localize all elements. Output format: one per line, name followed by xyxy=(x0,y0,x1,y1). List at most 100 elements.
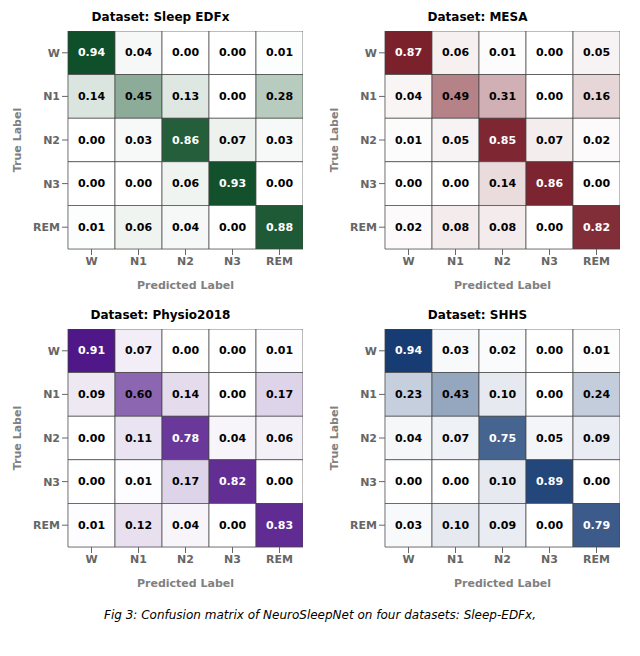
svg-text:0.17: 0.17 xyxy=(266,388,293,401)
svg-text:N1: N1 xyxy=(447,553,464,566)
svg-text:0.82: 0.82 xyxy=(219,475,246,488)
svg-text:0.10: 0.10 xyxy=(489,388,516,401)
svg-text:0.86: 0.86 xyxy=(172,134,199,147)
svg-text:0.00: 0.00 xyxy=(78,177,105,190)
svg-text:REM: REM xyxy=(350,221,377,234)
svg-text:0.04: 0.04 xyxy=(395,432,422,445)
svg-text:N2: N2 xyxy=(177,255,194,268)
svg-text:0.24: 0.24 xyxy=(583,388,610,401)
svg-text:0.11: 0.11 xyxy=(125,432,152,445)
svg-text:0.86: 0.86 xyxy=(536,177,563,190)
svg-text:0.02: 0.02 xyxy=(583,134,610,147)
svg-text:REM: REM xyxy=(33,221,60,234)
svg-text:W: W xyxy=(365,345,377,358)
svg-text:Predicted Label: Predicted Label xyxy=(454,577,551,590)
svg-text:N2: N2 xyxy=(177,553,194,566)
svg-text:0.60: 0.60 xyxy=(125,388,152,401)
svg-text:0.00: 0.00 xyxy=(395,177,422,190)
svg-text:N3: N3 xyxy=(541,255,558,268)
svg-text:0.00: 0.00 xyxy=(442,177,469,190)
svg-text:0.06: 0.06 xyxy=(125,221,152,234)
svg-text:N3: N3 xyxy=(541,553,558,566)
svg-text:0.89: 0.89 xyxy=(536,475,563,488)
svg-text:N2: N2 xyxy=(360,432,377,445)
svg-text:0.00: 0.00 xyxy=(219,344,246,357)
svg-text:0.00: 0.00 xyxy=(78,475,105,488)
svg-text:N3: N3 xyxy=(360,178,377,191)
svg-text:0.07: 0.07 xyxy=(536,134,563,147)
svg-text:0.04: 0.04 xyxy=(395,90,422,103)
svg-text:0.00: 0.00 xyxy=(536,221,563,234)
svg-text:0.14: 0.14 xyxy=(172,388,199,401)
svg-text:0.00: 0.00 xyxy=(219,221,246,234)
svg-text:N1: N1 xyxy=(360,388,377,401)
svg-text:0.12: 0.12 xyxy=(125,519,152,532)
svg-text:0.00: 0.00 xyxy=(536,344,563,357)
svg-text:0.00: 0.00 xyxy=(583,177,610,190)
svg-text:0.00: 0.00 xyxy=(172,344,199,357)
svg-text:W: W xyxy=(402,255,414,268)
svg-text:0.04: 0.04 xyxy=(172,221,199,234)
svg-text:REM: REM xyxy=(266,553,293,566)
svg-text:0.31: 0.31 xyxy=(489,90,516,103)
svg-text:0.02: 0.02 xyxy=(395,221,422,234)
svg-text:0.91: 0.91 xyxy=(78,344,105,357)
svg-text:0.43: 0.43 xyxy=(442,388,469,401)
svg-text:0.00: 0.00 xyxy=(78,432,105,445)
svg-text:0.85: 0.85 xyxy=(489,134,516,147)
svg-text:0.10: 0.10 xyxy=(442,519,469,532)
svg-text:0.00: 0.00 xyxy=(266,177,293,190)
svg-text:N1: N1 xyxy=(360,90,377,103)
svg-text:0.01: 0.01 xyxy=(125,475,152,488)
svg-text:W: W xyxy=(365,47,377,60)
svg-text:True Label: True Label xyxy=(328,108,341,172)
svg-text:0.00: 0.00 xyxy=(583,475,610,488)
svg-text:0.00: 0.00 xyxy=(395,475,422,488)
svg-text:0.45: 0.45 xyxy=(125,90,152,103)
svg-text:0.14: 0.14 xyxy=(489,177,516,190)
svg-text:0.05: 0.05 xyxy=(583,46,610,59)
svg-text:True Label: True Label xyxy=(11,108,24,172)
svg-text:0.01: 0.01 xyxy=(583,344,610,357)
svg-text:W: W xyxy=(48,345,60,358)
svg-text:REM: REM xyxy=(266,255,293,268)
svg-text:0.03: 0.03 xyxy=(442,344,469,357)
svg-text:REM: REM xyxy=(583,255,610,268)
svg-text:0.93: 0.93 xyxy=(219,177,246,190)
svg-text:0.06: 0.06 xyxy=(266,432,293,445)
svg-text:0.14: 0.14 xyxy=(78,90,105,103)
svg-text:0.09: 0.09 xyxy=(78,388,105,401)
svg-text:N3: N3 xyxy=(224,255,241,268)
svg-text:0.82: 0.82 xyxy=(583,221,610,234)
svg-text:N3: N3 xyxy=(43,476,60,489)
svg-text:0.07: 0.07 xyxy=(219,134,246,147)
svg-text:0.04: 0.04 xyxy=(219,432,246,445)
svg-text:0.00: 0.00 xyxy=(219,90,246,103)
svg-text:Predicted Label: Predicted Label xyxy=(137,279,234,292)
svg-text:N1: N1 xyxy=(447,255,464,268)
svg-text:0.08: 0.08 xyxy=(442,221,469,234)
svg-text:0.00: 0.00 xyxy=(172,46,199,59)
svg-text:0.87: 0.87 xyxy=(395,46,422,59)
svg-text:0.00: 0.00 xyxy=(78,134,105,147)
svg-text:0.00: 0.00 xyxy=(125,177,152,190)
svg-text:REM: REM xyxy=(33,519,60,532)
svg-text:0.23: 0.23 xyxy=(395,388,422,401)
svg-text:0.00: 0.00 xyxy=(536,90,563,103)
svg-text:0.03: 0.03 xyxy=(266,134,293,147)
svg-text:0.05: 0.05 xyxy=(536,432,563,445)
svg-text:W: W xyxy=(85,255,97,268)
svg-text:True Label: True Label xyxy=(328,406,341,470)
svg-text:N3: N3 xyxy=(43,178,60,191)
svg-text:N1: N1 xyxy=(130,255,147,268)
svg-text:0.00: 0.00 xyxy=(219,519,246,532)
svg-text:0.94: 0.94 xyxy=(78,46,105,59)
svg-text:REM: REM xyxy=(583,553,610,566)
svg-text:N1: N1 xyxy=(43,388,60,401)
svg-text:0.88: 0.88 xyxy=(266,221,293,234)
svg-text:0.00: 0.00 xyxy=(536,388,563,401)
svg-text:0.00: 0.00 xyxy=(536,519,563,532)
svg-text:0.13: 0.13 xyxy=(172,90,199,103)
svg-text:0.01: 0.01 xyxy=(78,221,105,234)
svg-text:0.01: 0.01 xyxy=(266,344,293,357)
